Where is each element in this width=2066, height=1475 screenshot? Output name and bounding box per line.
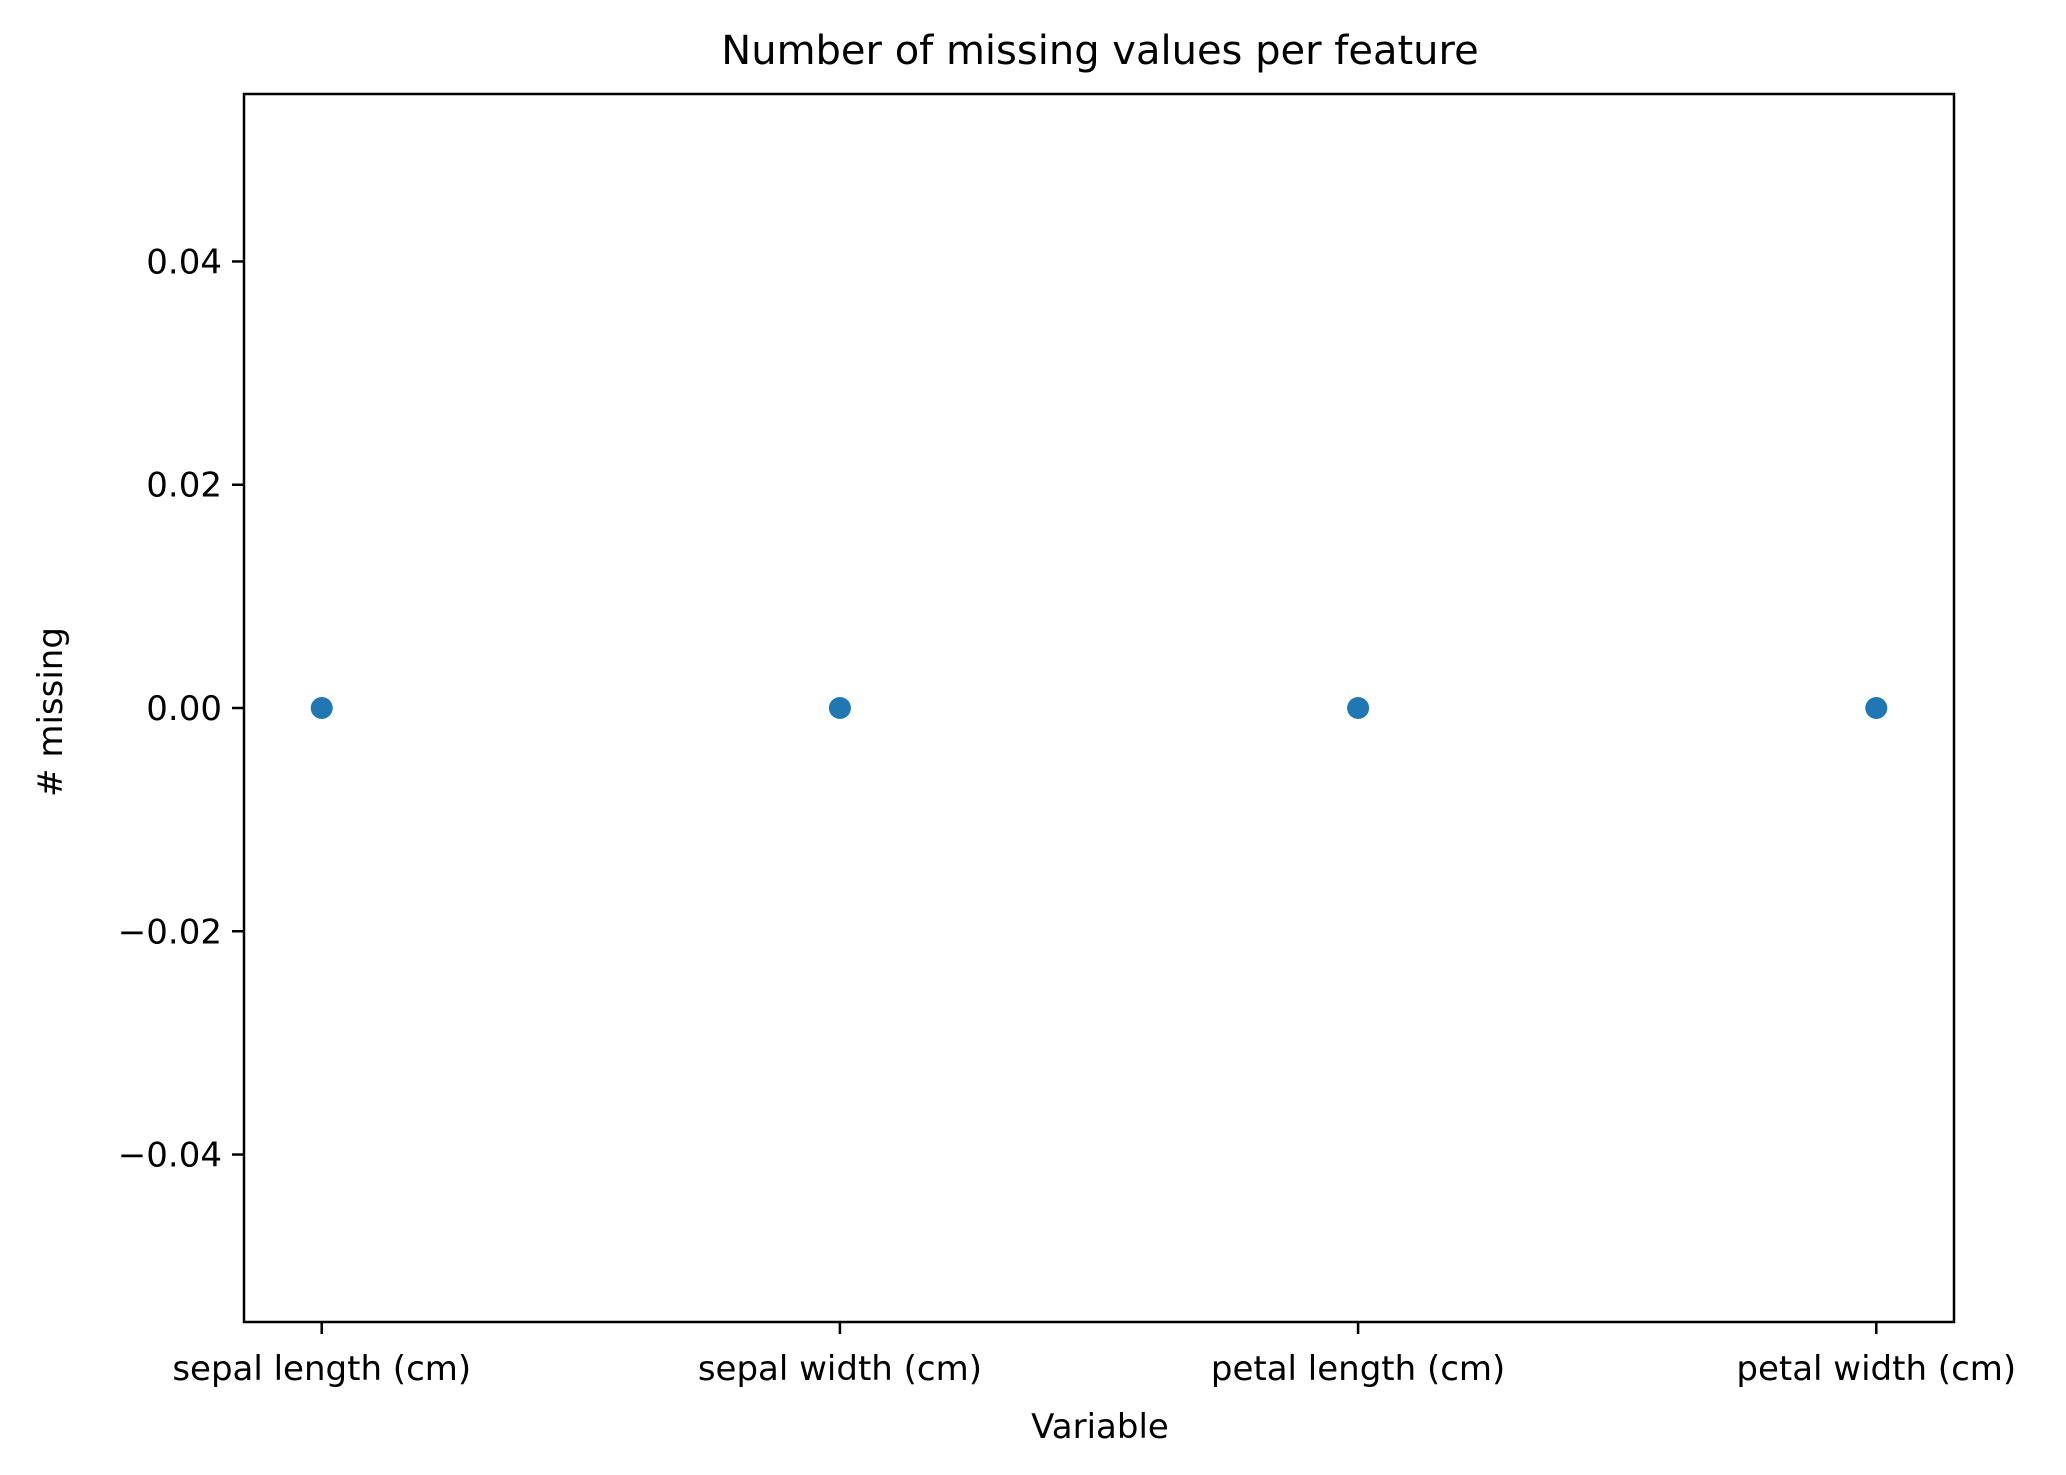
y-tick-label: 0.04	[146, 242, 222, 282]
x-tick-label: sepal length (cm)	[172, 1349, 471, 1389]
data-points	[310, 697, 1888, 719]
y-axis-label: # missing	[31, 627, 71, 797]
plot-area-frame	[242, 92, 1956, 1324]
data-point	[1865, 697, 1888, 719]
y-tick-label: −0.04	[118, 1136, 222, 1176]
y-axis-ticks: −0.04 −0.02 0.00 0.02 0.04	[118, 242, 244, 1176]
y-tick-label: 0.00	[146, 689, 222, 729]
x-tick-label: sepal width (cm)	[698, 1349, 982, 1389]
chart-title: Number of missing values per feature	[721, 28, 1478, 74]
x-tick-label: petal length (cm)	[1211, 1349, 1505, 1389]
data-point	[310, 697, 333, 719]
data-point	[828, 697, 851, 719]
x-axis-label: Variable	[1031, 1407, 1169, 1447]
x-axis-ticks: sepal length (cm) sepal width (cm) petal l…	[172, 1322, 2016, 1389]
y-tick-label: 0.02	[146, 466, 222, 506]
x-tick-label: petal width (cm)	[1736, 1349, 2016, 1389]
y-tick-label: −0.02	[118, 912, 222, 952]
data-point	[1347, 697, 1370, 719]
